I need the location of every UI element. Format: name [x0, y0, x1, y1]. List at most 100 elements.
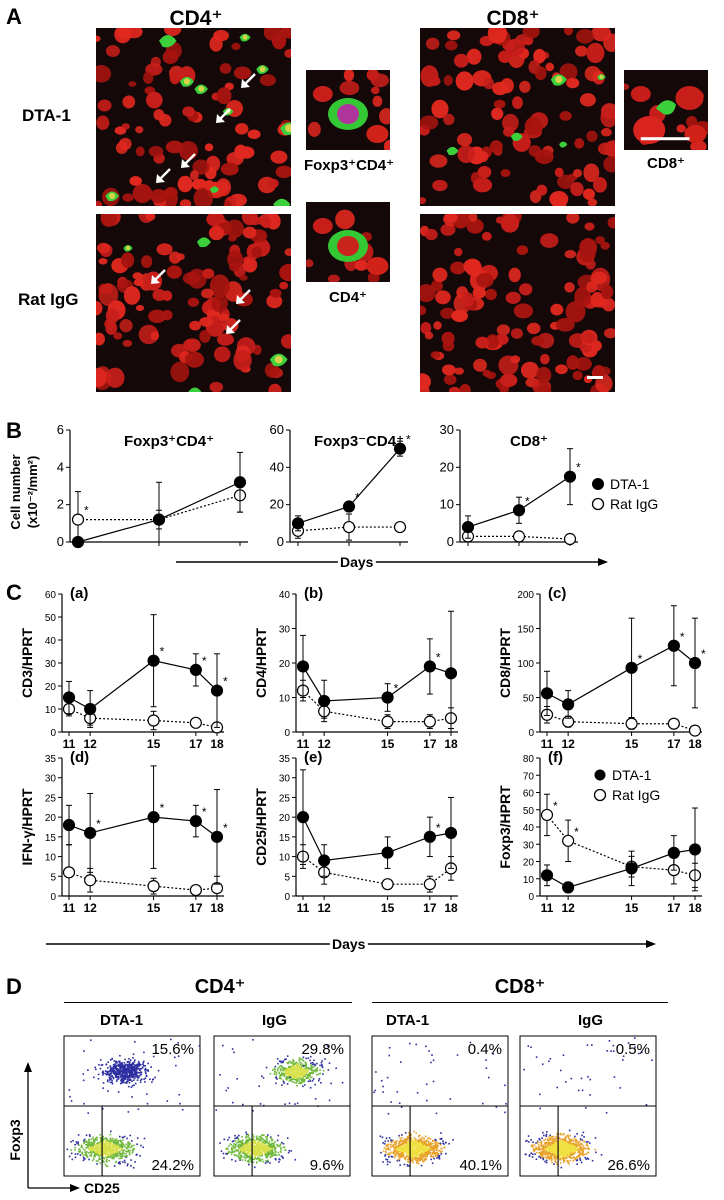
- chart-cc-point-ratigg: [667, 717, 680, 730]
- chart-ca-star: *: [160, 645, 165, 659]
- chart-cc-point-dta1: [562, 698, 575, 711]
- chart-b1-ytick: 2: [57, 497, 64, 512]
- chart-cd-point-ratigg: [147, 880, 160, 893]
- chart-cd-ytick: 10: [45, 853, 57, 864]
- chart-cf-ytick: 60: [523, 789, 535, 800]
- micrograph-cd8-dta1: [420, 28, 615, 206]
- chart-cd-xtick: 12: [83, 901, 97, 915]
- chart-b2-xtick: 18: [393, 549, 407, 550]
- chart-ca-ylabel: CD3/HPRT: [19, 628, 35, 698]
- inset-cd8: [624, 70, 708, 150]
- chart-cf-point-dta1: [540, 869, 554, 882]
- chart-b3-star: *: [576, 461, 581, 475]
- chart-cd-tag: (d): [70, 749, 89, 766]
- chart-b3-ytick: 10: [440, 497, 454, 512]
- chart-cd-ytick: 0: [50, 892, 56, 903]
- chart-cd-point-dta1: [147, 811, 160, 824]
- chart-cf-point-dta1: [625, 862, 638, 875]
- chart-cb-ytick: 10: [279, 694, 291, 705]
- chart-ca-ytick: 0: [50, 728, 56, 739]
- panel-d-cd8-header: CD8⁺: [494, 976, 546, 998]
- chart-b3-point-ratigg: [563, 532, 577, 546]
- chart-cc-ytick: 50: [523, 694, 535, 705]
- chart-cf-ytick: 80: [523, 754, 535, 765]
- chart-b2-xtick: 12: [291, 549, 305, 550]
- chart-ce-line-ratigg: [302, 856, 452, 885]
- chart-cf-point-dta1: [562, 881, 575, 894]
- chart-cc-line-dta1: [546, 645, 696, 706]
- chart-b2-line-ratigg: [297, 526, 400, 532]
- chart-cf-ytick: 20: [523, 858, 535, 869]
- chart-cd-xtick: 11: [63, 901, 76, 915]
- chart-cd-point-dta1: [210, 830, 224, 843]
- chart-cb-point-dta1: [423, 660, 436, 673]
- micrograph-cd8-ratigg: [420, 214, 615, 392]
- chart-cb-point-ratigg: [381, 715, 394, 728]
- chart-b2-point-dta1: [393, 442, 407, 455]
- chart-b2-point-dta1: [342, 500, 356, 513]
- flow-ur-percent: 0.5%: [616, 1041, 650, 1058]
- chart-b2-point-ratigg: [342, 520, 356, 534]
- chart-cf-ytick: 40: [523, 823, 535, 834]
- flow-xaxis-label: CD25: [84, 1180, 120, 1196]
- panel-a-row-dta1: DTA-1: [22, 106, 71, 125]
- chart-b1-ytick: 0: [57, 534, 64, 549]
- chart-cd-point-dta1: [189, 814, 202, 828]
- flow-title-cd4-igg: IgG: [262, 1012, 287, 1029]
- panel-c-days-axis: Days: [46, 933, 656, 955]
- chart-ca-point-dta1: [210, 684, 224, 697]
- chart-cc-point-dta1: [667, 639, 680, 652]
- chart-b3-ytick: 0: [447, 534, 454, 549]
- chart-ce-point-dta1: [318, 854, 331, 867]
- chart-ce-xtick: 15: [381, 901, 395, 915]
- panel-a-label: A: [6, 4, 22, 29]
- chart-cb-xtick: 12: [317, 737, 331, 751]
- flow-title-cd8-dta1: DTA-1: [386, 1012, 430, 1029]
- chart-cd-xtick: 15: [147, 901, 161, 915]
- chart-cd-ytick: 20: [45, 813, 57, 824]
- chart-ce-ytick: 0: [284, 892, 290, 903]
- chart-b1-xtick: 18: [233, 549, 247, 550]
- chart-cc-point-ratigg: [688, 724, 702, 737]
- chart-cb-ytick: 20: [279, 659, 291, 670]
- legend-c-ratigg-marker: [593, 788, 607, 802]
- chart-b1-ytick: 6: [57, 422, 64, 437]
- chart-cb-xtick: 18: [444, 737, 458, 751]
- inset-cd4-label: CD4⁺: [329, 289, 367, 306]
- chart-ca-star: *: [223, 675, 228, 689]
- chart-cf-tag: (f): [548, 749, 563, 766]
- flow-ur-percent: 0.4%: [468, 1041, 502, 1058]
- chart-ce-ytick: 20: [279, 813, 291, 824]
- chart-cc-xtick: 11: [541, 737, 554, 751]
- chart-ca-tag: (a): [70, 585, 88, 602]
- chart-b3-point-dta1: [512, 504, 526, 517]
- chart-b3-star: *: [525, 494, 530, 508]
- panel-b-charts: Cell number (x10⁻²/mm²) 0 2 4 6 12 15 18 Foxp3⁺…: [8, 422, 658, 550]
- chart-cc-ytick: 100: [517, 659, 534, 670]
- chart-b1-point-dta1: [71, 535, 85, 549]
- chart-cb-point-ratigg: [423, 715, 436, 728]
- chart-cc-star: *: [680, 630, 685, 644]
- chart-cb-point-dta1: [318, 694, 331, 708]
- legend-c-ratigg: Rat IgG: [612, 787, 660, 803]
- chart-cd-ytick: 30: [45, 774, 57, 785]
- chart-cc-point-dta1: [625, 661, 638, 674]
- chart-cd-star: *: [202, 805, 207, 819]
- chart-b2-ytick: 40: [270, 459, 284, 474]
- chart-cc-point-dta1: [540, 687, 554, 700]
- chart-cd-ytick: 15: [45, 833, 57, 844]
- chart-b3-ytick: 20: [440, 459, 454, 474]
- chart-cd-point-ratigg: [84, 874, 97, 887]
- chart-cd-ytick: 5: [50, 872, 56, 883]
- chart-cc-ytick: 0: [528, 728, 534, 739]
- chart-cc-point-dta1: [688, 656, 702, 670]
- chart-cd-ytick: 35: [45, 754, 57, 765]
- chart-cf-ytick: 30: [523, 840, 535, 851]
- panel-c-days-label: Days: [332, 936, 366, 952]
- panel-d-flow-plots: 15.6% 24.2% 29.8% 9.6% 0.4% 40.1% 0.5% 26.6%…: [7, 1035, 657, 1196]
- chart-cf-point-ratigg: [540, 808, 554, 822]
- chart-ca-xtick: 11: [63, 737, 76, 751]
- chart-cc-ylabel: CD8/HPRT: [497, 628, 513, 698]
- chart-ca-ytick: 10: [45, 705, 57, 716]
- chart-cd-point-ratigg: [189, 883, 202, 897]
